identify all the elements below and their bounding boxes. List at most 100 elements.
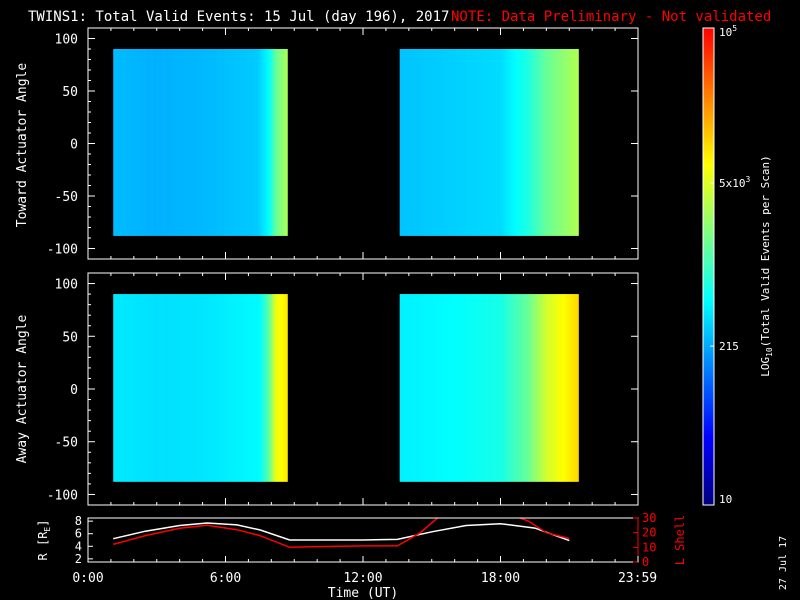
toward-heat-cell	[462, 49, 464, 236]
away-y-tick-label: 50	[62, 330, 78, 345]
toward-heat-cell	[260, 49, 262, 236]
toward-heat-cell	[206, 49, 209, 236]
toward-heat-cell	[195, 49, 198, 236]
away-heat-cell	[547, 294, 549, 482]
away-heat-cell	[443, 294, 445, 482]
away-heat-cell	[529, 294, 531, 482]
away-heat-cell	[166, 294, 169, 482]
toward-heat-cell	[558, 49, 560, 236]
toward-heat-cell	[401, 49, 404, 236]
away-heat-cell	[235, 294, 237, 482]
toward-heatmap	[113, 49, 579, 236]
away-heat-cell	[524, 294, 527, 482]
toward-heat-cell	[429, 49, 432, 236]
toward-heat-cell	[188, 49, 190, 236]
away-heat-cell	[506, 294, 509, 482]
toward-heat-cell	[275, 49, 277, 236]
toward-heat-cell	[428, 49, 431, 236]
toward-heat-cell	[512, 49, 515, 236]
toward-heat-cell	[466, 49, 469, 236]
away-heat-cell	[515, 294, 518, 482]
toward-heat-cell	[213, 49, 215, 236]
away-heat-cell	[285, 294, 287, 482]
away-heat-cell	[424, 294, 426, 482]
toward-heat-cell	[495, 49, 498, 236]
toward-heat-cell	[203, 49, 206, 236]
toward-heat-cell	[130, 49, 133, 236]
away-heat-cell	[192, 294, 195, 482]
toward-heat-cell	[125, 49, 127, 236]
toward-heat-cell	[482, 49, 484, 236]
away-heat-cell	[561, 294, 564, 482]
away-heat-cell	[223, 294, 225, 482]
away-heat-cell	[478, 294, 481, 482]
away-heat-cell	[225, 294, 227, 482]
ephemeris-lines	[113, 518, 570, 549]
toward-heat-cell	[522, 49, 525, 236]
away-heat-cell	[207, 294, 210, 482]
side-date-stamp: 27 Jul 17	[778, 536, 789, 590]
toward-heat-cell	[483, 49, 485, 236]
away-heat-cell	[489, 294, 491, 482]
away-heat-cell	[215, 294, 218, 482]
toward-heat-cell	[167, 49, 170, 236]
toward-heat-cell	[459, 49, 462, 236]
toward-heat-cell	[254, 49, 257, 236]
away-heat-cell	[246, 294, 248, 482]
toward-heat-cell	[157, 49, 160, 236]
toward-heat-cell	[548, 49, 550, 236]
away-heat-cell	[480, 294, 482, 482]
toward-heat-cell	[425, 49, 427, 236]
away-heat-cell	[232, 294, 235, 482]
toward-heat-cell	[449, 49, 452, 236]
toward-heat-cell	[176, 49, 178, 236]
toward-heat-cell	[256, 49, 259, 236]
away-heat-cell	[260, 294, 262, 482]
toward-heat-cell	[165, 49, 167, 236]
away-heat-cell	[126, 294, 128, 482]
away-heat-cell	[283, 294, 285, 482]
away-heat-cell	[516, 294, 519, 482]
away-heat-cell	[459, 294, 462, 482]
toward-heat-cell	[281, 49, 284, 236]
away-heat-cell	[186, 294, 188, 482]
toward-heat-cell	[197, 49, 199, 236]
away-heat-cell	[230, 294, 233, 482]
colorbar: 10 215 5x103 105 LOG10(Total Valid Events p…	[702, 24, 774, 506]
away-heat-cell	[454, 294, 456, 482]
radius-axis-label: R [RE]	[36, 520, 52, 561]
away-heat-cell	[156, 294, 159, 482]
toward-heat-cell	[506, 49, 509, 236]
toward-heat-cell	[494, 49, 497, 236]
toward-heat-cell	[183, 49, 186, 236]
away-heat-cell	[212, 294, 214, 482]
toward-heat-cell	[576, 49, 578, 236]
toward-y-tick-label: -100	[47, 243, 78, 258]
toward-heat-cell	[163, 49, 165, 236]
toward-heat-cell	[230, 49, 233, 236]
toward-heat-cell	[142, 49, 145, 236]
toward-heat-cell	[422, 49, 424, 236]
away-heat-cell	[160, 294, 162, 482]
away-heat-cell	[425, 294, 427, 482]
away-heat-cell	[511, 294, 513, 482]
time-tick-label: 0:00	[72, 571, 103, 586]
away-heat-cell	[404, 294, 406, 482]
away-heat-cell	[119, 294, 122, 482]
toward-heat-cell	[169, 49, 172, 236]
toward-heat-cell	[151, 49, 153, 236]
away-heatmap	[113, 294, 579, 482]
away-heat-cell	[237, 294, 239, 482]
away-heat-cell	[205, 294, 208, 482]
toward-heat-cell	[452, 49, 454, 236]
away-heat-cell	[520, 294, 522, 482]
toward-heat-cell	[509, 49, 511, 236]
away-heat-cell	[132, 294, 135, 482]
away-heat-cell	[188, 294, 190, 482]
away-heat-cell	[456, 294, 459, 482]
away-heat-cell	[195, 294, 198, 482]
toward-heat-cell	[414, 49, 416, 236]
toward-heat-cell	[542, 49, 545, 236]
away-heat-cell	[566, 294, 568, 482]
away-heat-cell	[428, 294, 431, 482]
